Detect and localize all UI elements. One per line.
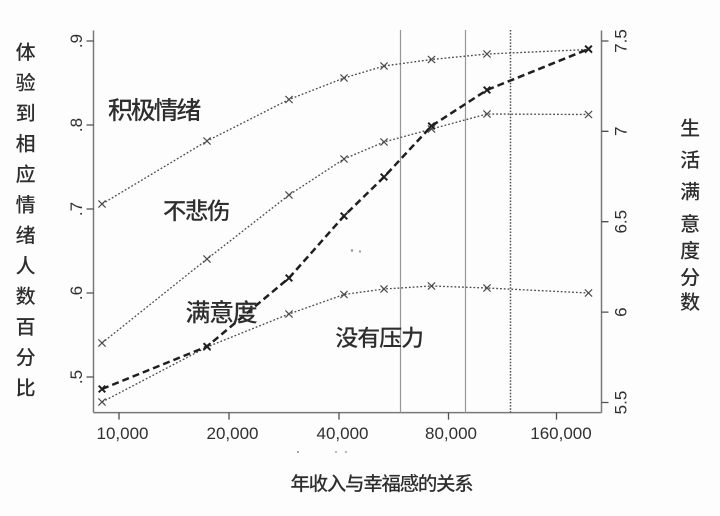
svg-text:.7: .7: [67, 202, 86, 216]
svg-text:.6: .6: [67, 286, 86, 300]
svg-text:.9: .9: [67, 34, 86, 48]
svg-text:6: 6: [612, 307, 631, 316]
svg-text:7.5: 7.5: [612, 29, 631, 53]
svg-text:.5: .5: [67, 370, 86, 384]
svg-text:160,000: 160,000: [530, 424, 591, 443]
svg-text:5.5: 5.5: [612, 391, 631, 415]
svg-text:20,000: 20,000: [207, 424, 259, 443]
svg-text:40,000: 40,000: [317, 424, 369, 443]
svg-text:10,000: 10,000: [97, 424, 149, 443]
svg-text:.8: .8: [67, 118, 86, 132]
svg-text:80,000: 80,000: [425, 424, 477, 443]
svg-text:6.5: 6.5: [612, 210, 631, 234]
svg-text:7: 7: [612, 127, 631, 136]
